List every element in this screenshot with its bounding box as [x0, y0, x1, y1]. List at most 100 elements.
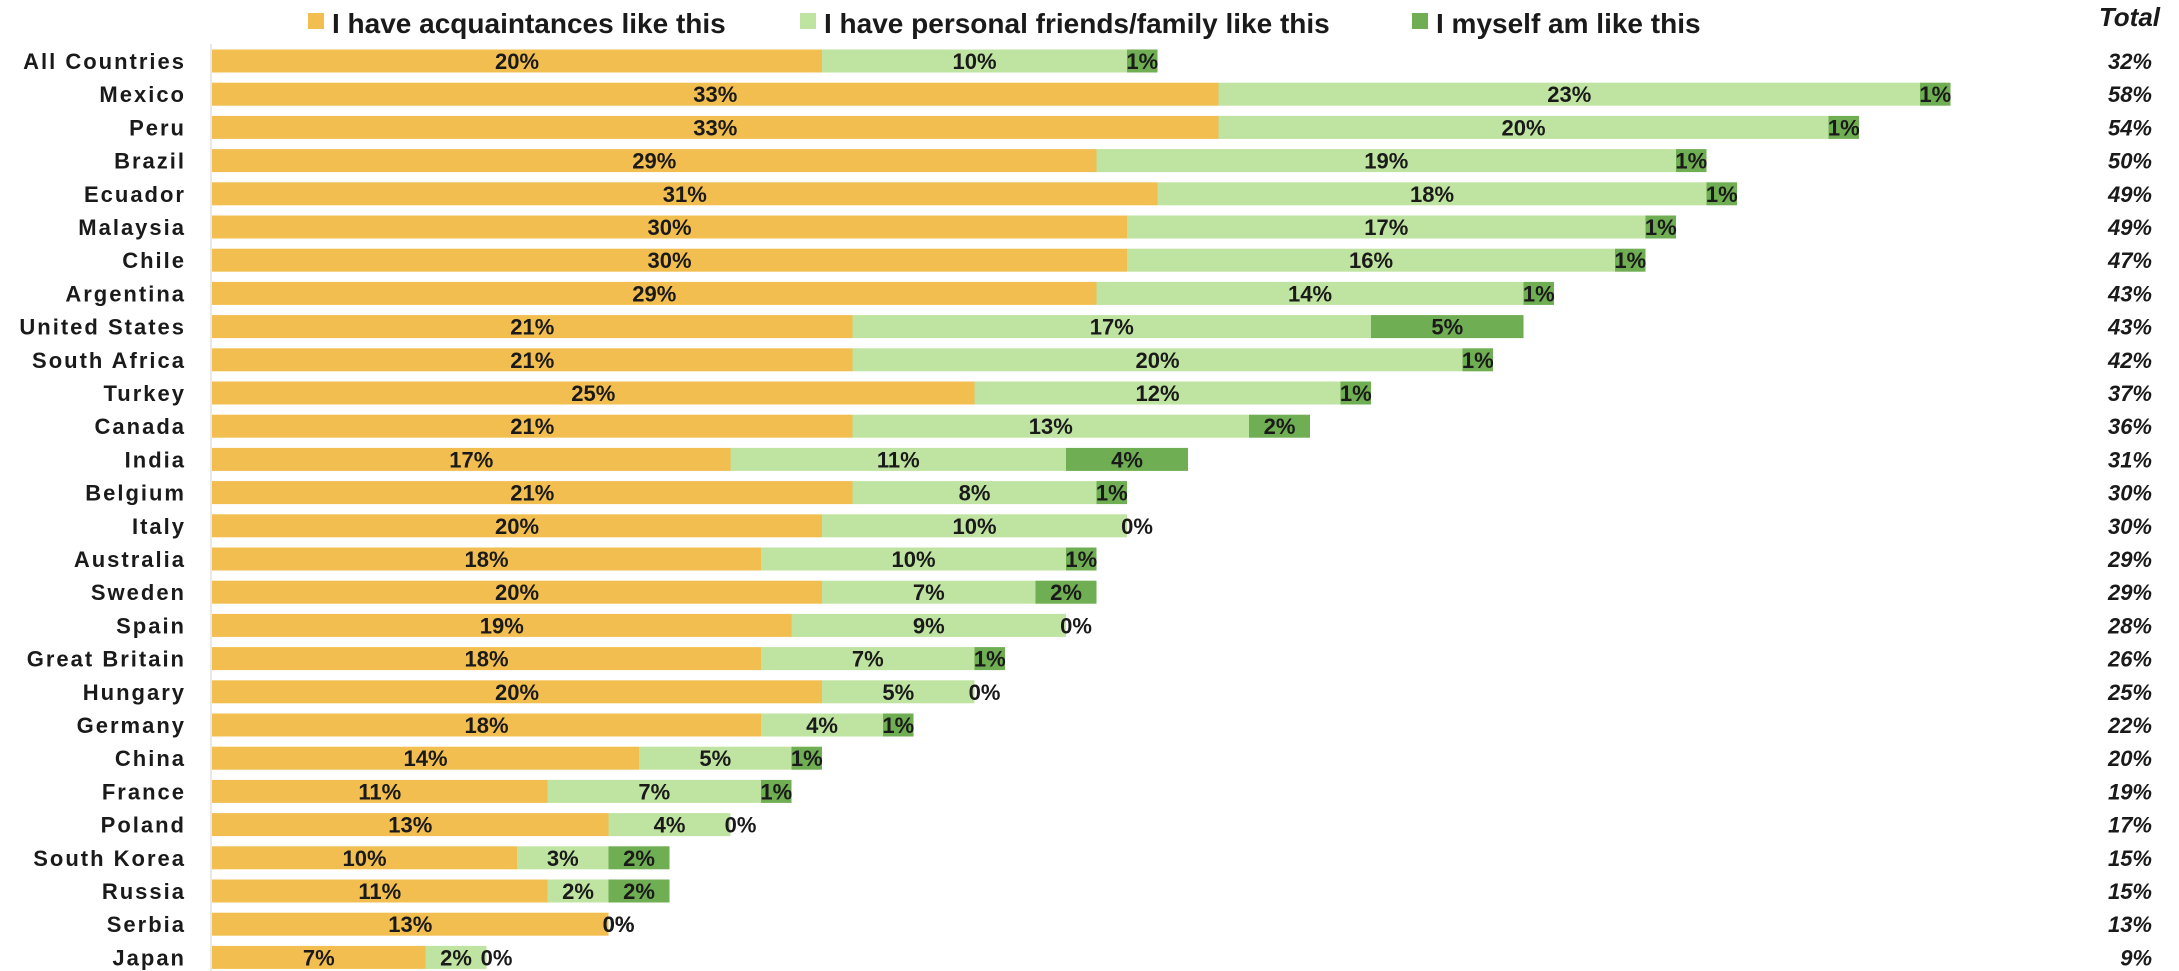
bar-segment	[212, 215, 1127, 239]
bar-segment	[212, 680, 822, 704]
bar-segment	[1523, 281, 1554, 305]
bar-value-label: 16%	[1349, 248, 1393, 273]
bar-segment	[212, 182, 1158, 206]
bar-value-label: 1%	[1340, 381, 1372, 406]
bar-segment	[822, 680, 975, 704]
bar-value-label: 20%	[495, 514, 539, 539]
bar-value-label: 25%	[571, 381, 615, 406]
bar-value-label: 7%	[852, 647, 884, 672]
bar-segment	[852, 315, 1371, 339]
bar-segment	[425, 945, 487, 969]
bar-value-label: 31%	[663, 182, 707, 207]
category-label: India	[125, 447, 186, 472]
bar-value-label: 30%	[647, 215, 691, 240]
category-label: Argentina	[65, 281, 186, 306]
category-label: Belgium	[85, 481, 186, 506]
bar-value-label: 1%	[1645, 215, 1677, 240]
bar-segment	[1218, 115, 1829, 139]
category-label: France	[102, 779, 186, 804]
legend: I have acquaintances like this I have per…	[308, 8, 1701, 39]
bar-segment	[212, 647, 761, 671]
total-value: 25%	[2107, 680, 2152, 705]
bar-value-label: 2%	[1264, 414, 1296, 439]
bar-segment	[761, 647, 975, 671]
bar-value-label: 10%	[952, 514, 996, 539]
bar-value-label: 1%	[1614, 248, 1646, 273]
total-value: 30%	[2108, 481, 2152, 506]
bar-value-label: 1%	[1126, 49, 1158, 74]
bar-segment	[1218, 82, 1920, 106]
bar-segment	[212, 813, 609, 837]
bar-segment	[212, 82, 1219, 106]
bar-segment	[1035, 580, 1097, 604]
bar-value-label: 1%	[1523, 281, 1555, 306]
bar-segment	[212, 447, 731, 471]
category-label: Spain	[116, 613, 186, 638]
total-value: 29%	[2107, 547, 2152, 572]
legend-label-1: I have acquaintances like this	[332, 8, 726, 39]
bar-segment	[212, 381, 975, 405]
bar-value-label: 20%	[1501, 115, 1545, 140]
bar-segment	[547, 779, 761, 803]
bar-segment	[791, 746, 822, 770]
bar-value-label: 1%	[974, 647, 1006, 672]
bar-value-label: 21%	[510, 481, 554, 506]
bar-value-label: 13%	[388, 912, 432, 937]
total-value: 36%	[2108, 414, 2152, 439]
bar-segment	[212, 547, 761, 571]
bar-segment	[1127, 49, 1158, 73]
bar-value-label: 33%	[693, 82, 737, 107]
bar-segment	[212, 580, 822, 604]
bar-value-label: 23%	[1547, 82, 1591, 107]
bar-segment	[1066, 447, 1188, 471]
category-label: Sweden	[91, 580, 186, 605]
bar-value-label: 20%	[495, 49, 539, 74]
bar-segment	[761, 779, 792, 803]
bar-value-label: 18%	[1410, 182, 1454, 207]
bar-value-label: 0%	[969, 680, 1001, 705]
bar-value-label: 2%	[562, 879, 594, 904]
legend-swatch-1	[308, 13, 324, 29]
bar-value-label: 21%	[510, 348, 554, 373]
category-label: United States	[19, 315, 186, 340]
bar-segment	[212, 912, 609, 936]
bar-value-label: 2%	[1050, 580, 1082, 605]
bar-value-label: 0%	[1060, 613, 1092, 638]
category-label: Poland	[101, 813, 186, 838]
bar-segment	[1127, 248, 1615, 272]
total-value: 47%	[2107, 248, 2152, 273]
bar-value-label: 10%	[342, 846, 386, 871]
bar-value-label: 13%	[388, 813, 432, 838]
category-label: China	[115, 746, 186, 771]
bar-value-label: 20%	[495, 580, 539, 605]
total-value: 49%	[2107, 215, 2152, 240]
bar-segment	[852, 348, 1463, 372]
totals-column: 32% 58% 54% 50% 49% 49% 47% 43% 43% 42% 37% 36% 31% 3…	[2107, 49, 2152, 970]
bar-segment	[212, 945, 426, 969]
bar-value-label: 1%	[760, 779, 792, 804]
category-label: Germany	[77, 713, 186, 738]
total-value: 15%	[2108, 846, 2152, 871]
total-value: 50%	[2108, 149, 2152, 174]
bar-segment	[1371, 315, 1524, 339]
legend-label-3: I myself am like this	[1436, 8, 1701, 39]
bar-segment	[1157, 182, 1707, 206]
bar-value-label: 0%	[603, 912, 635, 937]
bar-value-label: 5%	[882, 680, 914, 705]
bar-value-label: 21%	[510, 315, 554, 340]
bar-value-label: 2%	[623, 879, 655, 904]
category-labels: All Countries Mexico Peru Brazil Ecuador Mala…	[19, 49, 186, 970]
bar-value-label: 14%	[1288, 281, 1332, 306]
bar-value-label: 0%	[603, 912, 635, 937]
total-value: 26%	[2107, 647, 2152, 672]
total-value: 43%	[2107, 315, 2152, 340]
total-value: 9%	[2120, 945, 2152, 970]
category-label: Great Britain	[27, 647, 186, 672]
legend-label-2: I have personal friends/family like this	[824, 8, 1330, 39]
bar-segment	[1676, 149, 1707, 173]
totals-header: Total	[2099, 2, 2161, 32]
bar-value-label: 11%	[877, 447, 920, 472]
bar-segment	[212, 348, 853, 372]
total-value: 17%	[2108, 813, 2152, 838]
